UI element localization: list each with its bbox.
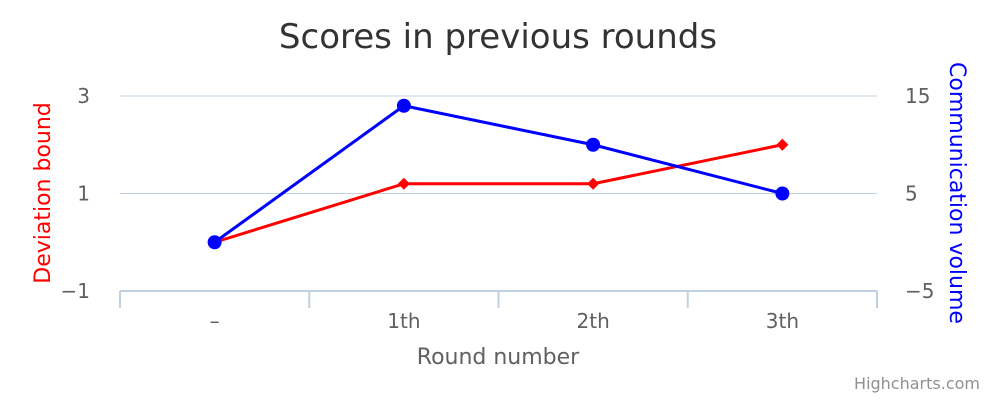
series-point-0[interactable] [587,177,600,190]
series-point-1[interactable] [207,235,222,250]
chart-title: Scores in previous rounds [279,17,717,57]
x-tick-label: 2th [577,309,610,333]
x-tick-label: – [210,309,220,333]
right-y-tick-label: 5 [905,182,918,206]
series-point-1[interactable] [775,186,790,201]
left-y-axis-title: Deviation bound [31,102,56,284]
x-axis: – 1th 2th 3th [119,290,878,333]
series-point-1[interactable] [586,137,601,152]
series-point-1[interactable] [396,98,411,113]
grid [120,95,877,194]
series-point-0[interactable] [397,177,410,190]
series-line-0 [214,143,783,244]
right-y-ticks: 15 5 −5 [905,84,934,303]
left-y-tick-label: −1 [61,279,90,303]
left-y-tick-label: 1 [77,182,90,206]
left-y-ticks: 3 1 −1 [61,84,90,303]
series-line-1 [213,104,783,244]
left-y-tick-label: 3 [77,84,90,108]
right-y-axis-title: Communication volume [944,62,969,324]
right-y-tick-label: 15 [905,84,930,108]
x-tick-label: 3th [766,309,799,333]
x-tick-label: 1th [387,309,420,333]
series-layer [207,98,790,250]
x-axis-title: Round number [417,345,580,370]
series-point-0[interactable] [776,138,789,151]
credit[interactable]: Highcharts.com [854,374,980,393]
right-y-tick-label: −5 [905,279,934,303]
